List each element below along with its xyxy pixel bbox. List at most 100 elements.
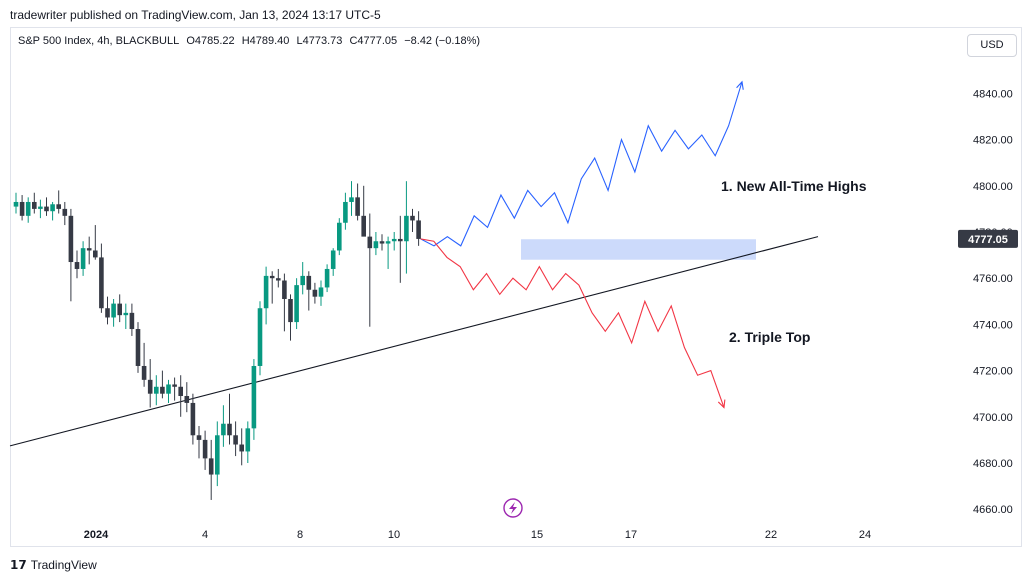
- candle-body: [361, 215, 366, 237]
- candle: [50, 201, 55, 221]
- candle: [56, 190, 61, 214]
- candle-body: [269, 275, 275, 279]
- logo-icon: 𝟭𝟳: [10, 558, 27, 572]
- candle-body: [391, 238, 397, 242]
- candle-body: [190, 402, 196, 436]
- candle: [38, 199, 43, 219]
- candle: [141, 342, 147, 387]
- candle-body: [56, 204, 61, 209]
- candle: [166, 379, 171, 403]
- candle-body: [129, 312, 135, 330]
- candle: [294, 278, 299, 330]
- candle: [239, 428, 244, 466]
- close-value: C4777.05: [349, 35, 398, 47]
- candle: [269, 271, 275, 304]
- bearish-projection: [420, 238, 725, 408]
- annotation-new-highs[interactable]: 1. New All-Time Highs: [721, 178, 867, 194]
- candle-body: [404, 215, 409, 242]
- candle: [147, 359, 153, 408]
- candle-body: [117, 303, 122, 316]
- candle: [111, 298, 116, 327]
- annotation-triple-top[interactable]: 2. Triple Top: [729, 329, 810, 345]
- candle-body: [294, 285, 299, 323]
- candle-body: [300, 275, 305, 286]
- footer-brand: TradingView: [30, 558, 97, 572]
- publish-info: tradewriter published on TradingView.com…: [10, 8, 381, 22]
- candle: [62, 201, 68, 226]
- candle: [330, 248, 336, 276]
- candle: [44, 197, 49, 216]
- candle: [404, 181, 409, 274]
- candle-body: [147, 379, 153, 394]
- candle-body: [282, 280, 287, 299]
- trendline[interactable]: [9, 236, 819, 447]
- chart-frame: [10, 27, 1022, 547]
- candle-body: [38, 206, 43, 209]
- candle-body: [68, 215, 74, 263]
- y-tick-label: 4700.00: [973, 412, 1013, 424]
- candle: [25, 197, 31, 223]
- candle: [80, 241, 86, 276]
- open-value: O4785.22: [186, 35, 235, 47]
- candle: [416, 211, 421, 246]
- candle-body: [25, 201, 31, 216]
- candle-body: [233, 435, 238, 445]
- candle: [105, 296, 110, 325]
- candle-body: [111, 303, 116, 318]
- x-tick-label: 4: [202, 529, 208, 541]
- tradingview-logo[interactable]: 𝟭𝟳 TradingView: [10, 558, 97, 572]
- candle: [312, 282, 318, 304]
- candle-body: [215, 435, 220, 475]
- x-tick-label: 10: [388, 529, 400, 541]
- y-tick-label: 4740.00: [973, 319, 1013, 331]
- candle-body: [141, 365, 147, 380]
- candle-body: [385, 241, 391, 244]
- candle-body: [355, 197, 360, 216]
- candle-body: [288, 298, 293, 323]
- bearish-projection-arrow: [717, 399, 726, 409]
- candle: [282, 273, 287, 332]
- x-tick-label: 8: [297, 529, 303, 541]
- y-tick-label: 4760.00: [973, 273, 1013, 285]
- candle: [74, 250, 80, 279]
- candle-body: [227, 423, 232, 436]
- y-tick-label: 4800.00: [973, 181, 1013, 193]
- candle: [245, 421, 251, 463]
- lightning-icon[interactable]: [503, 498, 523, 518]
- candle-body: [202, 439, 208, 459]
- candle-body: [416, 220, 421, 239]
- candle: [190, 393, 196, 445]
- low-value: L4773.73: [296, 35, 343, 47]
- candle: [135, 322, 141, 373]
- last-price-tag: [958, 229, 1018, 248]
- candle: [276, 268, 281, 288]
- candle: [117, 294, 122, 323]
- candle-body: [276, 278, 281, 281]
- candle: [221, 405, 226, 447]
- candle: [251, 359, 257, 440]
- candle: [208, 439, 214, 500]
- candle-body: [349, 197, 354, 202]
- candle: [233, 421, 238, 457]
- candle-body: [398, 238, 403, 242]
- candle-body: [367, 236, 373, 249]
- candle: [306, 271, 312, 311]
- candle-body: [184, 396, 190, 403]
- candle-body: [306, 275, 312, 290]
- y-tick-label: 4840.00: [973, 88, 1013, 100]
- candle: [257, 301, 263, 376]
- candle: [324, 264, 330, 293]
- candle-body: [245, 428, 251, 452]
- candle-body: [44, 206, 49, 212]
- candle: [263, 266, 269, 325]
- candle: [398, 215, 403, 283]
- candle-body: [135, 329, 141, 366]
- candle-body: [221, 423, 226, 436]
- candle-body: [196, 435, 202, 440]
- symbol-name[interactable]: S&P 500 Index, 4h, BLACKBULL: [18, 35, 180, 47]
- candle-body: [318, 287, 324, 297]
- candle: [337, 218, 342, 256]
- currency-button[interactable]: USD: [967, 34, 1017, 57]
- candle-body: [410, 215, 415, 221]
